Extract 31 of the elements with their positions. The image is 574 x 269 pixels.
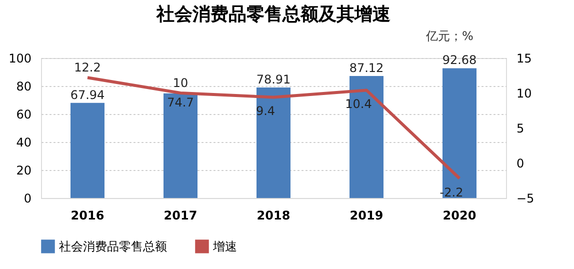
- data-label: 87.12: [349, 61, 384, 76]
- y-tick-label: 80: [16, 80, 32, 94]
- y2-tick-label: 0: [516, 156, 524, 170]
- bar: [70, 102, 104, 198]
- y2-tick-label: 15: [516, 52, 532, 66]
- y-tick-label: 100: [8, 52, 32, 66]
- y-tick-label: 20: [16, 164, 32, 178]
- legend-label: 社会消费品零售总额: [59, 239, 167, 254]
- y-tick-label: 40: [16, 136, 32, 150]
- x-tick-label: 2018: [256, 208, 290, 222]
- data-label: 78.91: [256, 72, 291, 87]
- x-tick-label: 2016: [70, 208, 104, 222]
- bar: [164, 93, 198, 198]
- y2-tick-label: 10: [516, 86, 532, 100]
- data-label: 67.94: [70, 88, 105, 102]
- data-label: 12.2: [74, 60, 101, 75]
- data-label: 9.4: [256, 104, 276, 118]
- y-tick-label: 60: [16, 108, 32, 122]
- chart-title: 社会消费品零售总额及其增速: [156, 4, 390, 25]
- x-tick-label: 2017: [164, 208, 198, 222]
- data-label: 74.7: [167, 95, 194, 110]
- y-tick-label: 0: [24, 192, 32, 206]
- bar: [256, 88, 290, 198]
- data-label: 92.68: [442, 53, 477, 68]
- legend-label: 增速: [212, 239, 237, 254]
- x-tick-label: 2020: [442, 208, 476, 222]
- x-tick-label: 2019: [350, 208, 384, 222]
- y2-tick-label: −5: [516, 192, 534, 206]
- y2-tick-label: 5: [516, 122, 524, 136]
- data-label: 10: [172, 76, 188, 90]
- text: 亿元；%: [425, 29, 474, 43]
